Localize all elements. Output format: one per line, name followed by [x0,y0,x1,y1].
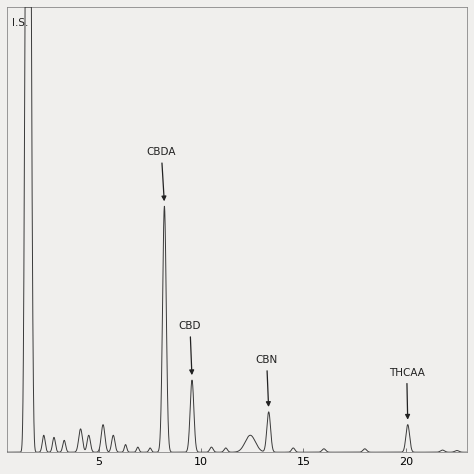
Text: CBN: CBN [255,356,278,406]
Text: CBD: CBD [179,321,201,374]
Text: I.S.: I.S. [11,18,28,28]
Text: CBDA: CBDA [146,147,176,200]
Text: THCAA: THCAA [389,368,425,419]
